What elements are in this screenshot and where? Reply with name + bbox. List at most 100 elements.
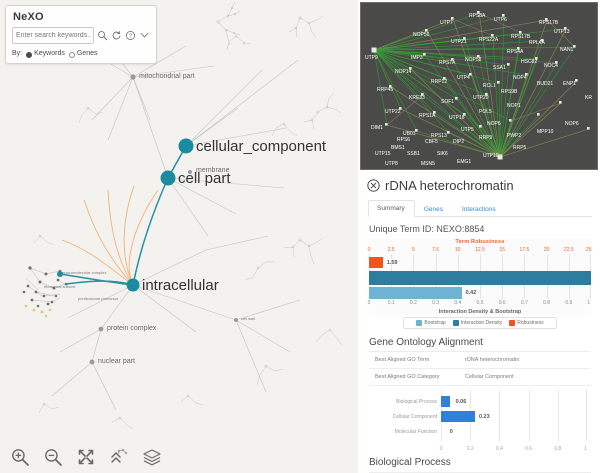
tab-genes[interactable]: Genes [423,206,443,213]
zoom-in-icon[interactable] [10,447,30,467]
svg-text:UTP15: UTP15 [375,151,391,157]
node-cell-wall[interactable] [234,318,238,322]
tab-summary[interactable]: Summary [368,200,415,217]
tab-interactions[interactable]: Interactions [461,206,496,213]
search-by-label: By: [12,50,23,57]
go-bar-biological-process [441,396,450,407]
bot-tick-10: 1 [587,300,591,306]
go-category-key: Best Aligned GO Category [375,374,440,380]
search-by-row: By: Keywords Genes [12,50,150,58]
hierarchy-graph-panel[interactable]: cellular_component cell part intracellul… [0,0,358,473]
svg-text:RPS6: RPS6 [397,137,410,143]
node-macromolecular-complex[interactable] [57,271,63,277]
legend-bootstrap: Bootstrap [416,320,446,326]
fit-to-screen-icon[interactable] [76,447,96,467]
go-term-value: rDNA heterochromatin [465,357,520,363]
svg-text:NOP58: NOP58 [465,57,482,63]
collapse-chevron-icon[interactable] [139,30,150,41]
svg-text:UTP13: UTP13 [554,29,570,35]
node-membrane[interactable] [188,170,192,174]
search-icon[interactable] [97,30,108,41]
detail-tabs[interactable]: Summary Genes Interactions [368,199,592,217]
table-row: Best Aligned GO Category Cellular Compon… [369,369,591,386]
node-protein-complex[interactable] [98,326,104,332]
bot-tick-2: 0.2 [409,300,417,306]
chart-title-term-robustness: Term Robustness [455,239,505,245]
svg-text:SOF1: SOF1 [441,99,454,105]
svg-text:UTP5: UTP5 [461,127,474,133]
table-row: Best Aligned GO Term rDNA heterochromati… [369,351,591,369]
bar-bootstrap [369,287,463,299]
svg-text:RPS4A: RPS4A [507,49,524,55]
svg-text:UTP7: UTP7 [440,20,453,26]
svg-text:NOP4: NOP4 [513,75,527,81]
go-bar-value-cellular-component: 0.23 [478,414,490,420]
bot-tick-9: 0.9 [565,300,573,306]
node-cell-part[interactable] [160,170,176,186]
layers-icon[interactable] [142,447,162,467]
help-icon[interactable]: ? [125,30,136,41]
svg-text:NOP14: NOP14 [395,69,412,75]
node-mitochondrial-part[interactable] [130,74,136,80]
go-xtick-5: 1 [584,446,587,452]
svg-text:RRP12: RRP12 [431,79,447,85]
radio-keywords-label: Keywords [34,50,65,57]
node-nuclear-part[interactable] [89,359,95,365]
svg-text:UTP6: UTP6 [494,17,507,23]
refresh-icon[interactable] [111,30,122,41]
bot-tick-3: 0.3 [432,300,440,306]
collapse-network-icon[interactable] [109,447,129,467]
svg-text:NOP56: NOP56 [413,32,430,38]
go-xtick-1: 0.2 [466,446,474,452]
svg-text:RPS17B: RPS17B [511,34,531,40]
go-xtick-0: 0 [439,446,443,452]
svg-text:SSA1: SSA1 [493,65,506,71]
detail-header: rDNA heterochromatin [360,172,600,196]
bot-tick-0: 0 [367,300,371,306]
svg-text:RCL1: RCL1 [483,83,496,89]
legend-swatch-robustness [509,320,516,326]
bot-tick-4: 0.4 [454,300,462,306]
gene-network-canvas[interactable]: UTP9 UTP10 RPS8A UTP6 UTP7 NOP56 RPS17B … [361,3,598,170]
svg-text:NOC4: NOC4 [544,63,558,69]
node-intracellular[interactable] [126,278,140,292]
svg-text:RPS13: RPS13 [431,133,447,139]
svg-text:UTP21: UTP21 [451,39,467,45]
svg-text:RPS7A: RPS7A [439,60,456,66]
radio-keywords[interactable]: Keywords [26,50,65,58]
gene-interaction-network[interactable]: UTP9 UTP10 RPS8A UTP6 UTP7 NOP56 RPS17B … [360,2,598,170]
radio-genes[interactable]: Genes [68,50,97,58]
legend-swatch-interaction-density [452,320,459,326]
detail-title: rDNA heterochromatin [385,178,514,193]
svg-text:UB01: UB01 [403,131,416,137]
search-panel[interactable]: NeXO ? By: [5,5,157,64]
svg-text:RRP9: RRP9 [479,135,493,141]
go-alignment-chart: Biological Process Cellular Component Mo… [369,390,591,452]
go-term-key: Best Aligned GO Term [375,357,430,363]
svg-text:ENP1: ENP1 [563,81,576,87]
svg-text:MPP10: MPP10 [537,129,554,135]
zoom-out-icon[interactable] [43,447,63,467]
node-cellular-component[interactable] [178,138,194,154]
close-circle-icon[interactable] [367,179,380,192]
go-category-value: Cellular Component [465,374,514,380]
go-alignment-table: Best Aligned GO Term rDNA heterochromati… [369,351,591,386]
svg-text:KRE33: KRE33 [409,95,425,101]
bot-tick-8: 0.8 [543,300,551,306]
bar-interaction-density [369,271,591,285]
go-cat-biological-process: Biological Process [396,399,437,405]
top-tick-8: 20 [543,247,550,253]
search-input[interactable] [12,27,94,44]
legend-label-robustness: Robustness [517,320,544,326]
hierarchy-graph-canvas[interactable] [0,0,358,473]
go-bar-cellular-component [441,411,475,422]
graph-toolbar[interactable] [0,441,358,473]
svg-text:UTP22: UTP22 [385,109,401,115]
bar-robustness [369,257,384,268]
svg-text:RRP45: RRP45 [377,87,393,93]
legend-robustness: Robustness [509,320,544,326]
svg-text:DIP2: DIP2 [453,139,464,145]
go-alignment-title: Gene Ontology Alignment [369,337,483,348]
svg-text:RPL4A: RPL4A [529,40,546,46]
